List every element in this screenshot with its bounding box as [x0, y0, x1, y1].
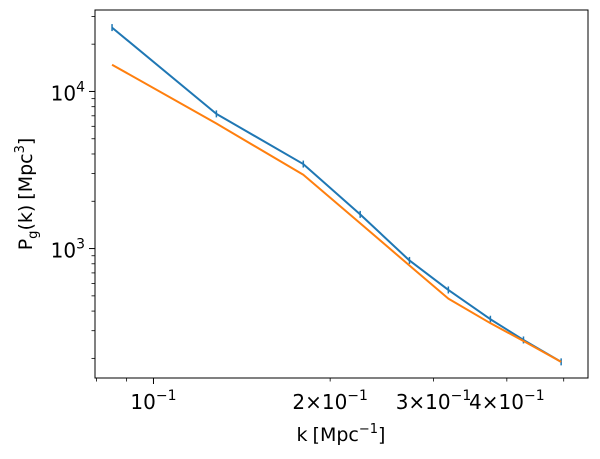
- y-axis-label: Pg(k)[Mpc3]: [13, 138, 41, 251]
- x-tick-label: 10−1: [130, 388, 176, 414]
- y-axis-ticks: 103 104: [51, 16, 95, 359]
- x-axis-ticks: 10−1 2×10−1 3×10−14×10−1: [96, 378, 565, 414]
- x-tick-label: 2×10−1: [292, 388, 368, 414]
- plot-frame: [94, 9, 589, 379]
- x-axis-label: k [Mpc−1]: [297, 422, 386, 446]
- series-line-1: [111, 26, 562, 363]
- plot-series: [111, 24, 562, 366]
- y-tick-label: 104: [51, 79, 85, 105]
- series-line-2: [111, 63, 562, 363]
- x-tick-label: 4×10−1: [469, 388, 545, 414]
- x-tick-label: 3×10−1: [396, 388, 472, 414]
- y-tick-label: 103: [51, 237, 85, 263]
